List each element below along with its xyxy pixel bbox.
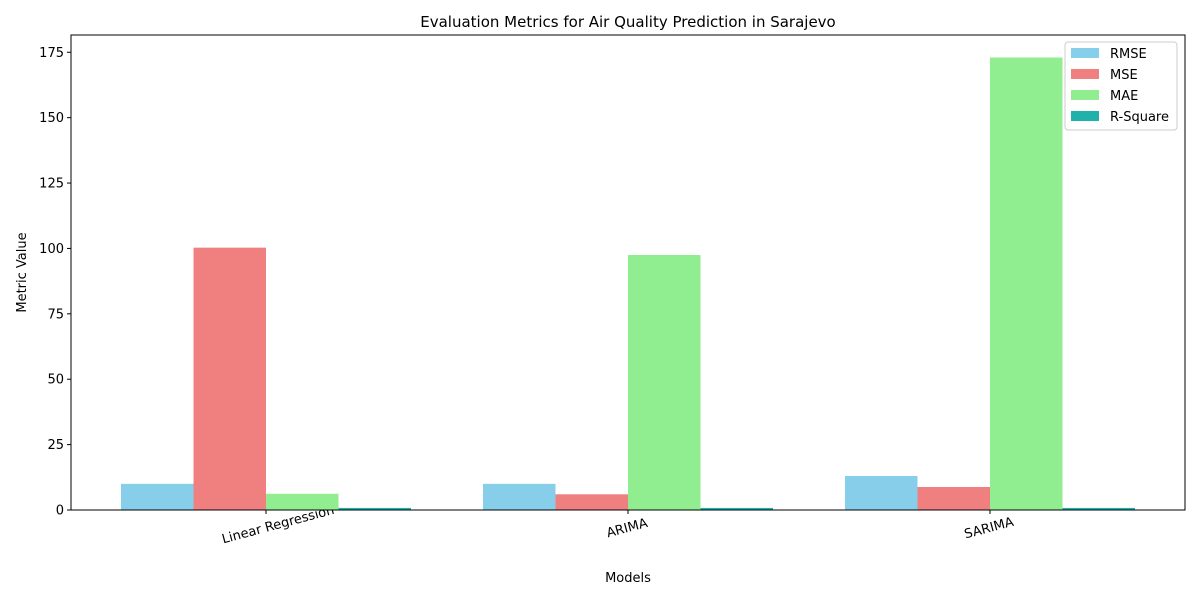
y-tick-label: 0 bbox=[56, 504, 64, 519]
legend: RMSE MSE MAE R-Square bbox=[1064, 41, 1178, 131]
legend-swatch bbox=[1071, 48, 1099, 58]
y-axis-label: Metric Value bbox=[15, 232, 30, 312]
y-tick-label: 175 bbox=[39, 46, 64, 61]
plot-frame bbox=[70, 34, 1186, 511]
bar-mae-0 bbox=[266, 493, 339, 510]
y-tick-label: 50 bbox=[47, 373, 64, 388]
legend-swatch bbox=[1071, 90, 1099, 100]
legend-swatch bbox=[1071, 111, 1099, 121]
legend-label: MSE bbox=[1110, 68, 1138, 83]
bar-r-square-2 bbox=[1062, 507, 1135, 510]
bar-mse-2 bbox=[917, 486, 990, 510]
bar-r-square-1 bbox=[700, 507, 773, 510]
legend-swatch bbox=[1071, 69, 1099, 79]
legend-label: R-Square bbox=[1110, 110, 1169, 125]
y-tick-label: 25 bbox=[47, 438, 64, 453]
bar-rmse-0 bbox=[121, 483, 194, 510]
y-tick-label: 125 bbox=[39, 177, 64, 192]
bar-mse-1 bbox=[555, 494, 628, 510]
x-axis-label: Models bbox=[605, 571, 651, 586]
legend-label: RMSE bbox=[1110, 47, 1147, 62]
bar-mae-2 bbox=[990, 57, 1063, 510]
y-tick-label: 150 bbox=[39, 111, 64, 126]
bar-rmse-1 bbox=[483, 483, 556, 510]
bar-rmse-2 bbox=[845, 475, 918, 510]
y-tick-label: 75 bbox=[47, 307, 64, 322]
legend-box bbox=[1064, 41, 1178, 131]
legend-label: MAE bbox=[1110, 89, 1138, 104]
x-tick-label: SARIMA bbox=[963, 515, 1016, 543]
bar-r-square-0 bbox=[338, 507, 411, 510]
x-tick-label: ARIMA bbox=[605, 516, 649, 541]
y-axis-ticks: 0 25 50 75 100 125 150 175 bbox=[39, 46, 71, 519]
chart-title: Evaluation Metrics for Air Quality Predi… bbox=[420, 13, 836, 31]
bar-series-group bbox=[121, 57, 1135, 510]
bar-mae-1 bbox=[628, 254, 701, 510]
bar-mse-0 bbox=[193, 247, 266, 510]
y-tick-label: 100 bbox=[39, 242, 64, 257]
